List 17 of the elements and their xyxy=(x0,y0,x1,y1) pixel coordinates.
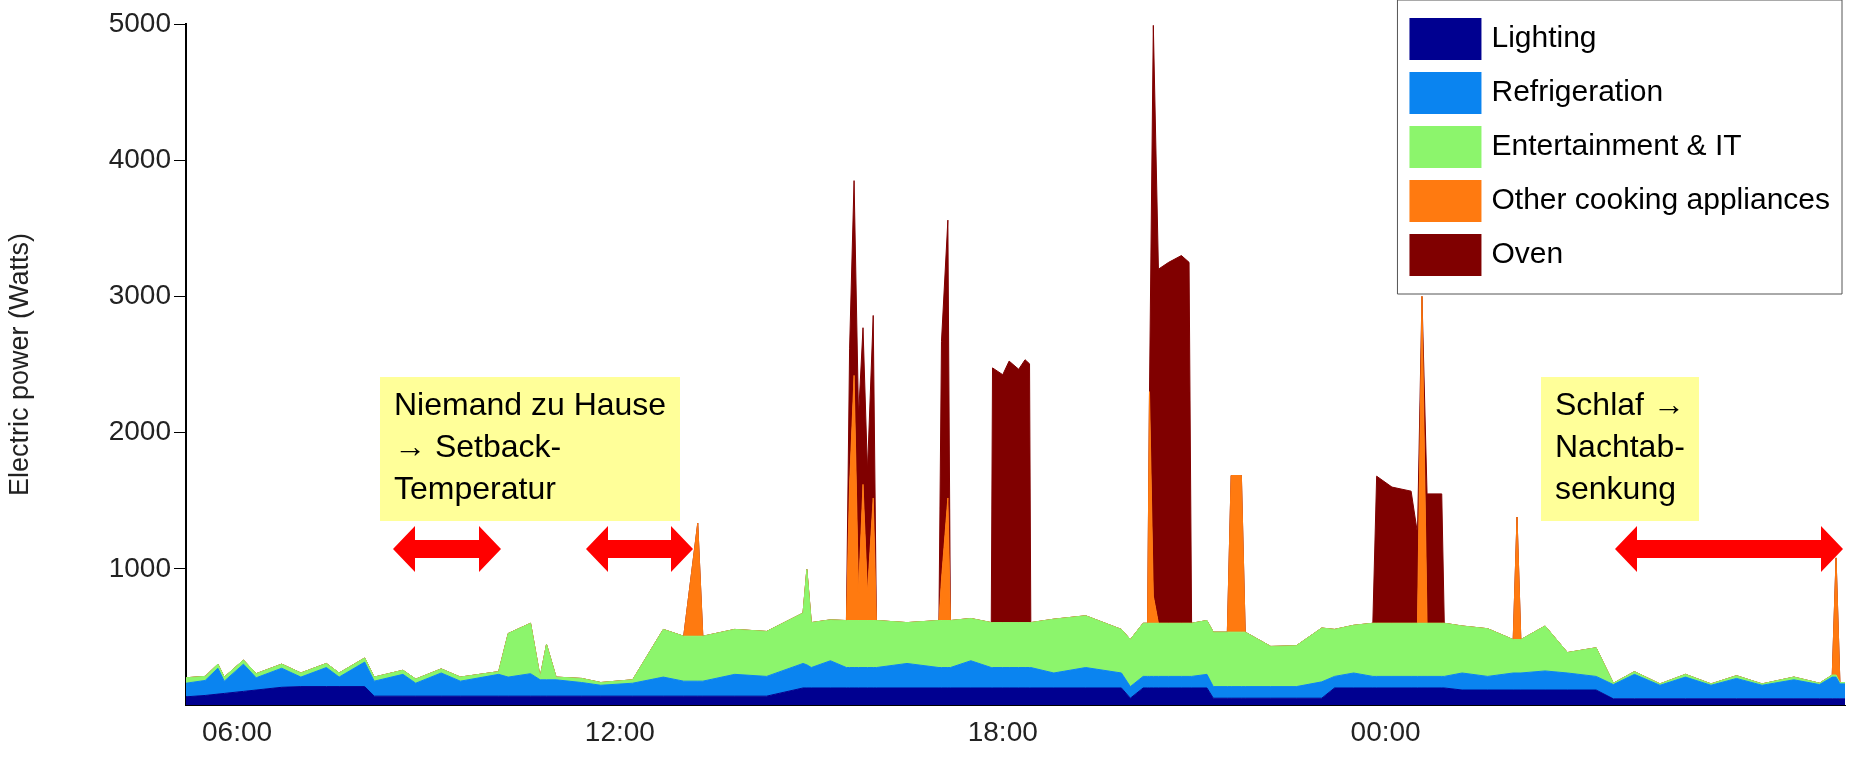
legend-label: Refrigeration xyxy=(1491,74,1664,108)
y-tick-label: 4000 xyxy=(108,142,171,174)
annotation: Schlaf → Nachtab- senkung xyxy=(1541,377,1699,521)
y-axis-title: Electric power (Watts) xyxy=(3,232,34,497)
annotation: Niemand zu Hause → Setback- Temperatur xyxy=(380,377,681,521)
y-tick-label: 1000 xyxy=(108,551,171,583)
x-tick-label: 12:00 xyxy=(584,715,655,747)
y-tick-label: 2000 xyxy=(108,415,171,447)
x-tick-label: 18:00 xyxy=(967,715,1038,747)
legend-label: Other cooking appliances xyxy=(1491,182,1831,216)
y-tick-label: 5000 xyxy=(108,6,171,38)
legend-label: Entertainment & IT xyxy=(1491,128,1742,162)
x-tick-label: 00:00 xyxy=(1350,715,1421,747)
legend-label: Lighting xyxy=(1491,20,1597,54)
y-tick-label: 3000 xyxy=(108,279,171,311)
legend-label: Oven xyxy=(1491,236,1564,270)
x-tick-label: 06:00 xyxy=(202,715,273,747)
